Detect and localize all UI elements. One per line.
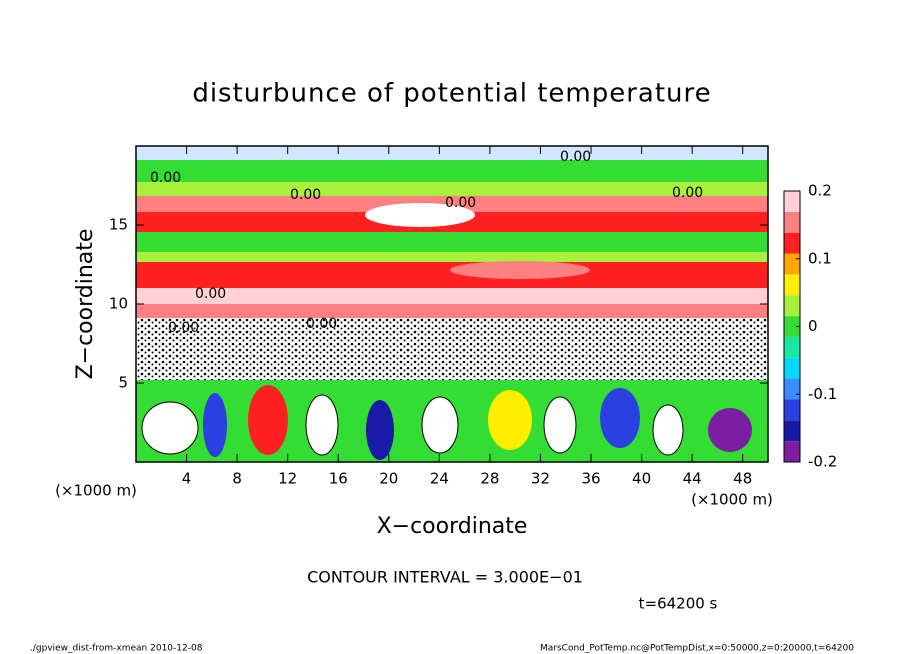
contour-label: 0.00 [150, 170, 181, 186]
colorbar-swatch [784, 295, 800, 317]
contour-label: 0.00 [560, 149, 591, 165]
footer-right: MarsCond_PotTemp.nc@PotTempDist,x=0:5000… [540, 644, 854, 654]
contour-label: 0.00 [306, 316, 337, 332]
x-tick-label: 44 [683, 470, 702, 488]
x-tick-label: 20 [379, 470, 398, 488]
x-tick-label: 16 [329, 470, 348, 488]
y-tick-label: 15 [109, 216, 128, 234]
y-tick-label: 10 [109, 295, 128, 313]
x-tick-label: 36 [581, 470, 600, 488]
chart-title: disturbunce of potential temperature [192, 79, 711, 109]
colorbar-swatch [784, 211, 800, 233]
contour-label: 0.00 [290, 187, 321, 203]
y-axis-label: Z−coordinate [73, 229, 98, 380]
x-tick-label: 28 [480, 470, 499, 488]
colorbar-swatch [784, 232, 800, 254]
colorbar-tick-label: 0 [808, 317, 818, 335]
x-tick-label: 32 [531, 470, 550, 488]
colorbar-swatch [784, 191, 800, 212]
contour-label: 0.00 [445, 195, 476, 211]
contour-label: 0.00 [195, 286, 226, 302]
contour-labels: 0.00 0.00 0.00 0.00 0.00 0.00 0.00 0.00 [150, 149, 703, 336]
x-tick-label: 24 [430, 470, 449, 488]
colorbar-tick-label: -0.2 [808, 453, 837, 471]
colorbar-swatch [784, 274, 800, 296]
x-tick-label: 4 [182, 470, 192, 488]
colorbar-tick-label: 0.1 [808, 249, 832, 267]
colorbar-swatch [784, 316, 800, 337]
x-tick-label: 48 [733, 470, 752, 488]
colorbar-swatch [784, 399, 800, 421]
colorbar-swatch [784, 253, 800, 275]
x-axis-label: X−coordinate [377, 514, 528, 539]
colorbar-swatch [784, 378, 800, 400]
footer-left: ./gpview_dist-from-xmean 2010-12-08 [30, 644, 203, 654]
colorbar-swatch [784, 420, 800, 442]
x-tick-label: 40 [632, 470, 651, 488]
colorbar-swatch [784, 357, 800, 379]
colorbar-swatch [784, 441, 800, 462]
field [136, 146, 768, 462]
contour-interval: CONTOUR INTERVAL = 3.000E−01 [307, 568, 583, 587]
colorbar-swatch [784, 336, 800, 358]
time-label: t=64200 s [639, 595, 718, 613]
y-tick-label: 5 [118, 374, 128, 392]
x-tick-label: 8 [232, 470, 242, 488]
x-tick-label: 12 [278, 470, 297, 488]
x-unit: (×1000 m) [691, 491, 773, 509]
contour-label: 0.00 [672, 185, 703, 201]
y-unit: (×1000 m) [55, 482, 137, 500]
contour-label: 0.00 [168, 320, 199, 336]
colorbar-tick-label: -0.1 [808, 385, 837, 403]
colorbar-tick-label: 0.2 [808, 182, 832, 200]
